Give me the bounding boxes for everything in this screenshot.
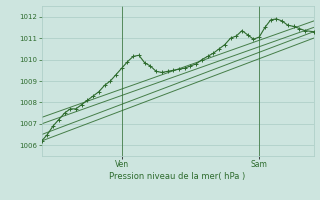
X-axis label: Pression niveau de la mer( hPa ): Pression niveau de la mer( hPa ) <box>109 172 246 181</box>
